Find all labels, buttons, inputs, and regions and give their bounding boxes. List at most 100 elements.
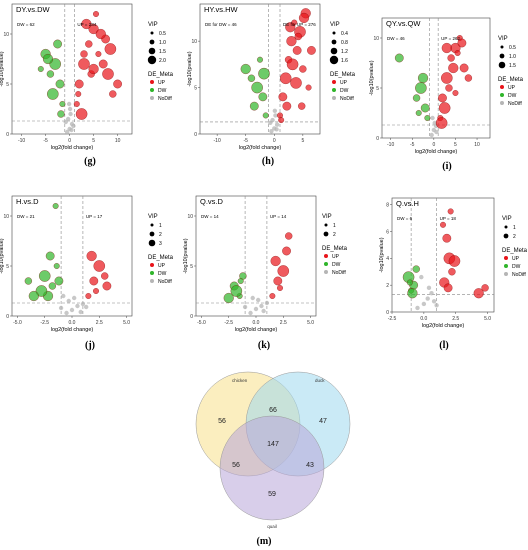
data-point-dw (258, 67, 270, 80)
vip-legend-title: VIP (502, 216, 512, 222)
data-point-up (102, 281, 112, 291)
vip-legend-dot (148, 239, 156, 247)
volcano-panel-k: Q.vs.D DW = 14 UP = 14 -5.0 -2.5 0.0 2.5 5.0 0 5 1… (183, 195, 348, 351)
data-point-dw (415, 110, 422, 116)
data-point-up (273, 276, 283, 286)
data-point-nodiff (250, 295, 255, 301)
panel-title: HY.vs.HW (204, 5, 239, 14)
data-point-up (85, 293, 92, 299)
de-legend-dot-nodiff (324, 270, 328, 274)
data-point-dw (262, 112, 269, 119)
data-point-nodiff (69, 307, 75, 313)
data-point-up (298, 102, 306, 110)
data-point-nodiff (80, 301, 86, 307)
data-point-dw (42, 53, 54, 65)
data-point-nodiff (83, 304, 89, 310)
vip-legend-dot (324, 223, 328, 227)
y-tick-label: 10 (191, 39, 197, 45)
x-axis-label: log2(fold change) (239, 145, 282, 151)
panel-title: H.vs.D (16, 197, 39, 206)
x-tick-label: -5.0 (197, 320, 206, 326)
de-legend-label: DW (512, 264, 521, 270)
de-legend-dot-up (150, 80, 154, 84)
y-tick-label: 0 (6, 132, 9, 138)
y-tick-label: 5 (6, 82, 9, 88)
y-tick-label: 6 (386, 229, 389, 235)
panel-caption: (h) (262, 156, 274, 167)
x-tick-label: 0.0 (69, 320, 76, 326)
volcano-panel-j: H.vs.D DW = 21 UP = 17 -5.0 -2.5 0.0 2.5 5.0 0 5 1… (0, 195, 174, 351)
panel-title: Q.vs.H (396, 199, 419, 208)
data-point-nodiff (274, 122, 280, 127)
data-point-up (438, 93, 447, 103)
de-legend-label: UP (158, 263, 166, 269)
de-legend-dot-nodiff (150, 279, 154, 283)
de-legend-label: NoDiff (508, 101, 522, 107)
data-point-dw (55, 79, 65, 89)
panel-caption: (g) (84, 156, 96, 167)
data-point-dw (420, 103, 430, 113)
data-point-up (80, 50, 88, 58)
data-point-up (441, 42, 452, 54)
data-point-nodiff (63, 119, 68, 125)
vip-legend-label: 3 (159, 241, 162, 247)
de-legend-dot-dw (332, 88, 336, 92)
data-point-up (445, 84, 453, 92)
data-point-nodiff (273, 113, 278, 118)
x-tick-label: 5 (92, 138, 95, 144)
data-point-up (89, 276, 99, 286)
data-point-up (473, 288, 484, 299)
data-point-nodiff (261, 308, 266, 314)
data-point-up (285, 22, 296, 33)
data-point-nodiff (434, 303, 439, 308)
data-point-nodiff (430, 115, 435, 121)
data-point-up (282, 246, 291, 256)
de-legend-dot-up (504, 256, 508, 260)
x-tick-label: -2.5 (40, 320, 49, 326)
data-point-up (81, 18, 92, 30)
y-tick-label: 5 (190, 264, 193, 270)
dw-count-label: DW = 6 (397, 216, 413, 221)
data-point-dw (53, 39, 62, 49)
volcano-panel-h: HY.vs.HW DE for DW = 46 DE for UP = 276 -10… (187, 3, 356, 167)
venn-set-label-chicken: chicken (232, 378, 248, 383)
de-legend-label: UP (340, 80, 348, 86)
y-axis-label: -log10(pvalue) (379, 237, 385, 272)
x-tick-label: -2.5 (224, 320, 233, 326)
vip-legend-label: 1.0 (159, 40, 166, 46)
up-count-label: UP = 234 (77, 22, 96, 27)
vip-legend-label: 0.5 (509, 45, 516, 51)
data-point-dw (59, 101, 66, 107)
data-point-up (292, 46, 302, 55)
data-point-nodiff (259, 303, 264, 309)
vip-legend-dot (323, 231, 329, 237)
vip-legend-title: VIP (498, 36, 508, 42)
data-point-nodiff (71, 295, 77, 301)
data-point-up (85, 40, 93, 48)
venn-count-all: 147 (267, 441, 279, 448)
data-point-dw (24, 277, 33, 285)
de-legend-dot-dw (150, 88, 154, 92)
up-count-label: DE for UP = 276 (283, 22, 316, 27)
data-point-dw (57, 110, 65, 118)
vip-legend-dot (150, 223, 154, 227)
data-point-dw (38, 270, 51, 282)
vip-legend-dot (500, 45, 504, 49)
venn-set-label-quail: quail (267, 524, 277, 529)
dw-count-label: DW = 46 (387, 36, 405, 41)
x-tick-label: -10 (18, 138, 25, 144)
data-point-up (448, 255, 461, 267)
x-tick-label: -5 (243, 138, 248, 144)
de-legend-dot-up (332, 80, 336, 84)
data-point-up (459, 63, 469, 73)
vip-legend-dot (498, 61, 506, 69)
x-tick-label: -5 (410, 142, 415, 148)
data-point-dw (249, 101, 259, 111)
data-point-nodiff (65, 116, 71, 122)
vip-legend-label: 0.5 (159, 31, 166, 37)
data-point-up (93, 288, 99, 294)
data-point-up (88, 63, 99, 75)
vip-legend-dot (148, 47, 156, 55)
vip-legend-dot (150, 31, 154, 35)
panel-caption: (j) (85, 340, 95, 351)
